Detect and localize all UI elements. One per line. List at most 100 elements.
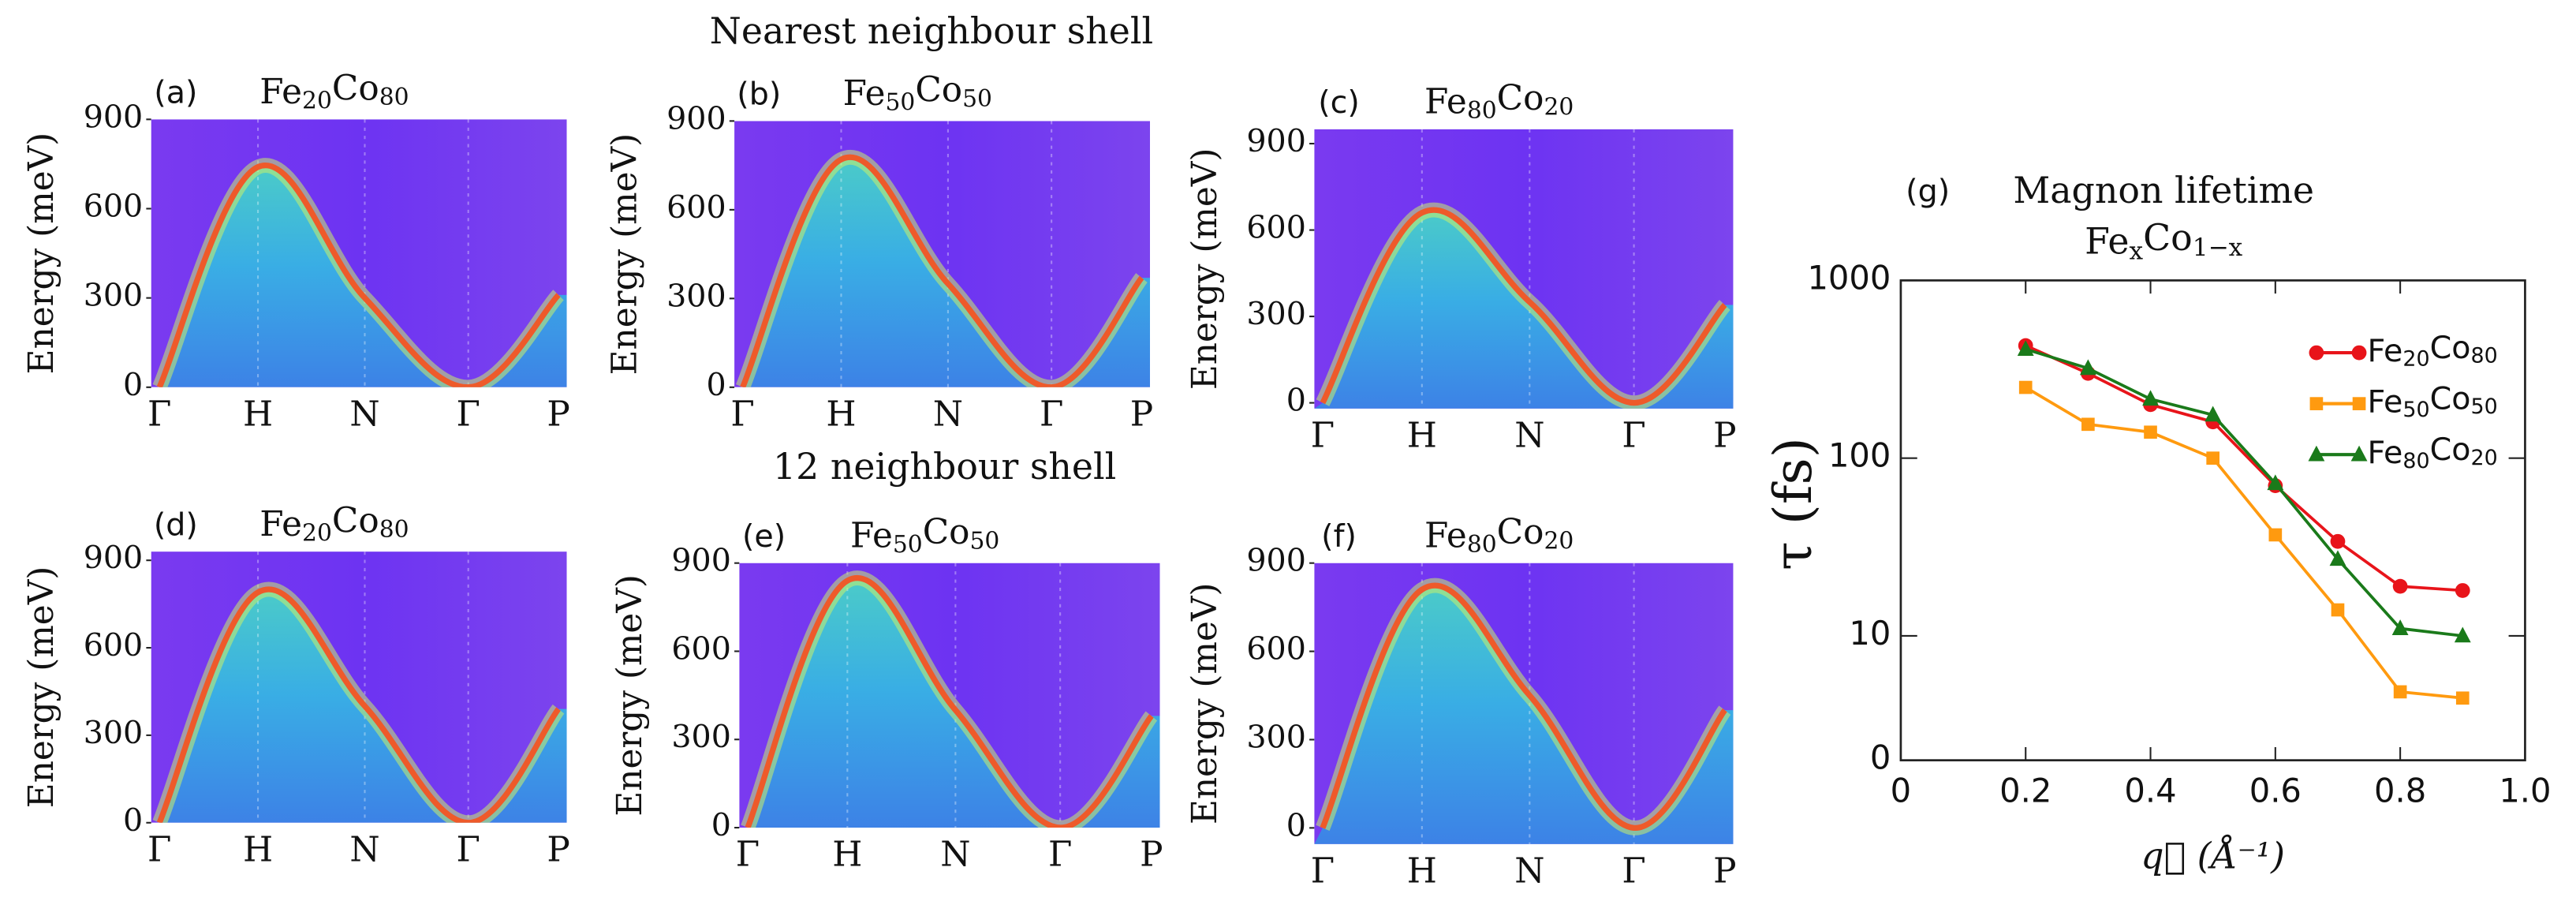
chart-title: Magnon lifetime <box>2013 169 2314 211</box>
marker <box>2309 397 2324 410</box>
section-title: Nearest neighbour shell <box>710 9 1153 52</box>
marker <box>2142 390 2159 406</box>
panel-label: (f) <box>1321 518 1357 555</box>
series-line <box>2025 347 2463 637</box>
x-tick-label: Γ <box>1622 851 1645 891</box>
marker <box>2018 380 2033 394</box>
y-tick-label: 0 <box>123 367 143 403</box>
panel-title: Fe80​Co20​ <box>1424 512 1574 559</box>
x-tick-label: P <box>547 394 569 434</box>
series-line <box>2025 344 2463 593</box>
x-tick-label: 0.4 <box>2124 771 2176 809</box>
y-tick-label: 10 <box>1849 614 1891 652</box>
x-tick-label: Γ <box>736 835 760 875</box>
x-tick-label: H <box>826 394 856 434</box>
x-tick-label: N <box>1514 415 1544 455</box>
marker <box>2393 685 2407 699</box>
dispersion <box>745 575 1154 828</box>
legend-label: Fe50​Co50​ <box>2367 380 2497 422</box>
y-tick-label: 100 <box>1828 436 1891 475</box>
spectral-weight <box>734 157 1151 387</box>
dispersion <box>156 163 561 387</box>
x-tick-label: Γ <box>1622 415 1645 455</box>
marker <box>2017 340 2034 356</box>
x-tick-label: 0.8 <box>2374 771 2426 809</box>
dispersion <box>156 586 561 823</box>
y-axis-label: τ (fs) <box>1762 437 1824 570</box>
marker <box>2330 533 2346 549</box>
x-tick-label: N <box>349 829 379 869</box>
y-tick-label: 0 <box>123 802 143 839</box>
x-tick-label: H <box>832 835 862 875</box>
marker <box>2352 397 2366 410</box>
legend-label: Fe20​Co80​ <box>2367 330 2497 372</box>
x-tick-label: Γ <box>1040 394 1063 434</box>
y-tick-label: 900 <box>666 100 726 136</box>
y-tick-label: 0 <box>706 367 726 403</box>
dispersion <box>1320 582 1727 831</box>
x-tick-label: N <box>933 394 963 434</box>
panel-title: Fe20​Co80​ <box>259 69 409 115</box>
y-tick-label: 1000 <box>1807 258 1891 297</box>
spectrum <box>734 121 1151 387</box>
y-tick-label: 300 <box>84 278 144 314</box>
marker <box>2268 528 2283 542</box>
x-tick-label: P <box>1713 415 1736 455</box>
x-tick-label: 0.6 <box>2249 771 2302 809</box>
marker <box>2391 619 2409 635</box>
marker <box>2454 626 2471 643</box>
y-tick-label: 300 <box>671 719 731 755</box>
spectrum <box>151 119 567 387</box>
marker <box>2308 445 2325 462</box>
marker <box>2309 345 2324 361</box>
y-axis-label: Energy (meV) <box>1185 148 1225 391</box>
marker <box>2079 359 2096 376</box>
x-tick-label: N <box>349 394 379 434</box>
x-tick-label: P <box>1713 851 1736 891</box>
panel-label: (g) <box>1906 174 1950 210</box>
y-axis-label: Energy (meV) <box>1185 582 1225 824</box>
y-tick-label: 600 <box>1246 210 1306 246</box>
marker <box>2350 445 2368 462</box>
panel-title: Fe50​Co50​ <box>850 512 999 559</box>
x-tick-label: 1.0 <box>2499 771 2551 809</box>
x-tick-label: H <box>1407 851 1437 891</box>
y-tick-label: 300 <box>666 278 726 314</box>
panel-label: (c) <box>1318 84 1360 121</box>
y-axis-label: Energy (meV) <box>605 133 645 376</box>
spectral-weight <box>151 165 567 387</box>
marker <box>2455 691 2470 705</box>
spectral-weight <box>1314 585 1734 844</box>
y-tick-label: 900 <box>671 543 731 579</box>
panel-label: (b) <box>737 77 781 113</box>
x-tick-label: P <box>547 829 569 869</box>
marker <box>2144 425 2157 439</box>
series-line <box>2025 386 2463 700</box>
y-tick-label: 300 <box>84 715 144 751</box>
chart-title: Fex​Co1−x​ <box>2085 216 2243 265</box>
y-tick-label: 900 <box>1246 123 1306 159</box>
x-tick-label: P <box>1130 394 1153 434</box>
y-tick-label: 0 <box>1870 738 1891 777</box>
panel-title: Fe50​Co50​ <box>843 70 992 117</box>
spectral-weight <box>1314 210 1734 409</box>
y-tick-label: 0 <box>1286 383 1306 419</box>
x-tick-label: Γ <box>1311 415 1335 455</box>
spectrum <box>1314 129 1734 409</box>
marker <box>2351 345 2367 361</box>
y-axis-label: Energy (meV) <box>610 574 650 817</box>
y-tick-label: 300 <box>1246 719 1306 755</box>
spectrum <box>739 563 1160 828</box>
x-tick-label: Γ <box>457 394 480 434</box>
marker <box>2455 583 2470 598</box>
x-tick-label: Γ <box>147 829 171 869</box>
x-tick-label: P <box>1140 835 1163 875</box>
y-axis-label: Energy (meV) <box>21 133 62 375</box>
y-axis-label: Energy (meV) <box>21 566 62 809</box>
dispersion <box>1320 207 1727 406</box>
panel-title: Fe80​Co20​ <box>1424 78 1574 125</box>
panel-label: (a) <box>154 75 197 111</box>
x-tick-label: Γ <box>147 394 171 434</box>
y-tick-label: 600 <box>84 627 144 664</box>
x-tick-label: N <box>940 835 970 875</box>
